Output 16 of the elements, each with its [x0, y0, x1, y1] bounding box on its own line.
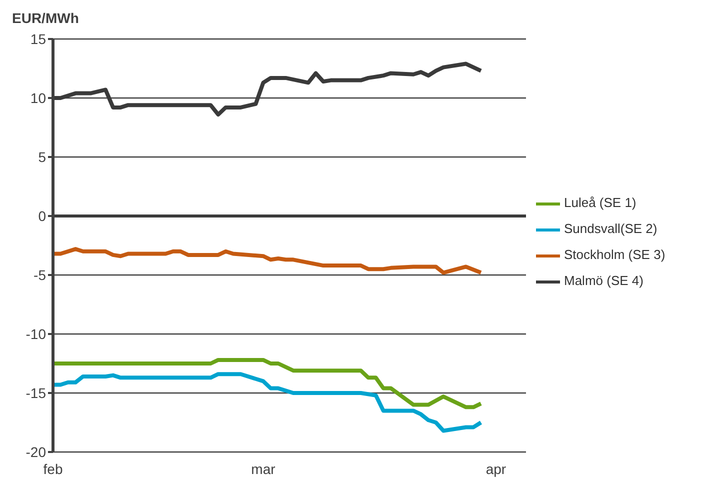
legend-label: Luleå (SE 1)	[564, 195, 636, 210]
legend-label: Sundsvall(SE 2)	[564, 221, 658, 236]
x-tick-label: feb	[43, 460, 63, 477]
y-tick-label: 10	[30, 90, 46, 106]
y-tick-label: 0	[38, 208, 46, 224]
y-tick-label: -20	[26, 444, 46, 460]
legend-label: Stockholm (SE 3)	[564, 247, 666, 262]
x-tick-label: mar	[251, 460, 276, 477]
y-tick-label: -5	[34, 266, 46, 283]
legend-label: Malmö (SE 4)	[564, 273, 644, 288]
y-tick-label: -15	[26, 384, 46, 401]
y-tick-label: 5	[38, 148, 46, 165]
y-tick-label: -10	[26, 326, 46, 342]
x-tick-label: apr	[486, 460, 506, 477]
y-tick-label: 15	[30, 30, 46, 47]
y-axis-title: EUR/MWh	[12, 10, 79, 26]
